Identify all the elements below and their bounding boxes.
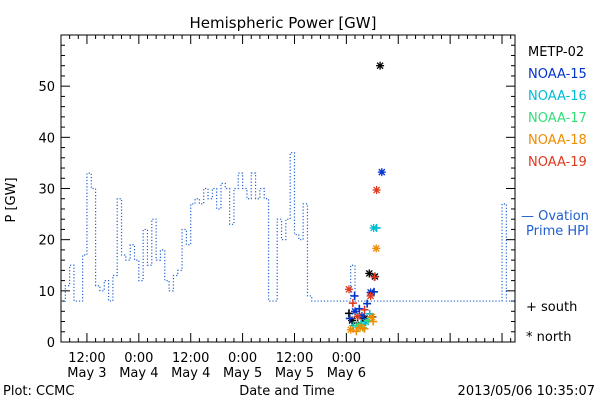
footer-left: Plot: CCMC [3, 384, 74, 399]
south-marker-noaa-19 [348, 299, 357, 308]
y-tick-label: 30 [38, 183, 55, 198]
x-tick-label-date: May 4 [119, 366, 158, 381]
north-marker-metp-02 [376, 61, 385, 70]
north-marker-noaa-16 [369, 223, 378, 232]
legend: METP-02 NOAA-15 NOAA-16 NOAA-17 NOAA-18 NOAA-… [528, 45, 587, 170]
x-tick-label-date: May 6 [327, 366, 366, 381]
x-axis-label: Date and Time [239, 384, 335, 399]
ovation-label-line2: Prime HPI [526, 224, 589, 239]
x-tick-label-time: 0:00 [228, 351, 257, 366]
north-marker-noaa-18 [356, 323, 365, 332]
legend-entry-metp-02: METP-02 [528, 45, 584, 60]
x-tick-label-date: May 5 [223, 366, 262, 381]
legend-entry-noaa-15: NOAA-15 [528, 67, 587, 82]
south-marker-noaa-19 [360, 305, 369, 314]
marker-legend-north: * north [526, 330, 572, 345]
south-marker-noaa-18 [352, 327, 361, 336]
x-tick-label-time: 12:00 [68, 351, 105, 366]
satellite-markers [344, 61, 386, 336]
x-tick-label-time: 12:00 [172, 351, 209, 366]
y-tick-label: 20 [38, 234, 55, 249]
marker-legend: + south * north [526, 300, 577, 345]
x-tick-label-time: 12:00 [276, 351, 313, 366]
y-tick-label: 40 [38, 131, 55, 146]
y-tick-label: 0 [47, 336, 55, 351]
south-marker-noaa-17 [363, 316, 372, 325]
x-tick-label-time: 0:00 [332, 351, 361, 366]
x-tick-label-date: May 5 [275, 366, 314, 381]
x-tick-label-date: May 3 [67, 366, 106, 381]
footer-right: 2013/05/06 10:35:07 [458, 384, 595, 399]
y-axis: 0 10 20 30 40 50 [38, 34, 515, 351]
legend-entry-noaa-19: NOAA-19 [528, 155, 587, 170]
series-line-ovation-prime-hpi [61, 152, 515, 302]
y-tick-label: 10 [38, 285, 55, 300]
legend-entry-noaa-18: NOAA-18 [528, 133, 587, 148]
chart-title: Hemispheric Power [GW] [190, 14, 377, 32]
south-marker-noaa-15 [350, 291, 359, 300]
marker-legend-south: + south [526, 300, 577, 315]
north-marker-noaa-19 [366, 291, 375, 300]
legend-entry-noaa-16: NOAA-16 [528, 89, 587, 104]
north-marker-noaa-18 [367, 312, 376, 321]
legend-entry-noaa-17: NOAA-17 [528, 111, 587, 126]
x-tick-label-date: May 4 [171, 366, 210, 381]
north-marker-metp-02 [365, 269, 374, 278]
y-axis-label: P [GW] [4, 177, 19, 222]
north-marker-noaa-18 [346, 325, 355, 334]
ovation-label-line1: — Ovation [521, 209, 589, 224]
y-tick-label: 50 [38, 80, 55, 95]
plot-frame [60, 34, 516, 343]
north-marker-noaa-19 [353, 312, 362, 321]
north-marker-noaa-15 [377, 168, 386, 177]
south-marker-noaa-15 [363, 299, 372, 308]
north-marker-noaa-19 [372, 186, 381, 195]
x-tick-label-time: 0:00 [124, 351, 153, 366]
north-marker-noaa-18 [372, 244, 381, 253]
south-marker-noaa-19 [370, 273, 379, 282]
south-marker-metp-02 [344, 309, 353, 318]
south-marker-noaa-15 [345, 314, 354, 323]
north-marker-noaa-19 [344, 285, 353, 294]
